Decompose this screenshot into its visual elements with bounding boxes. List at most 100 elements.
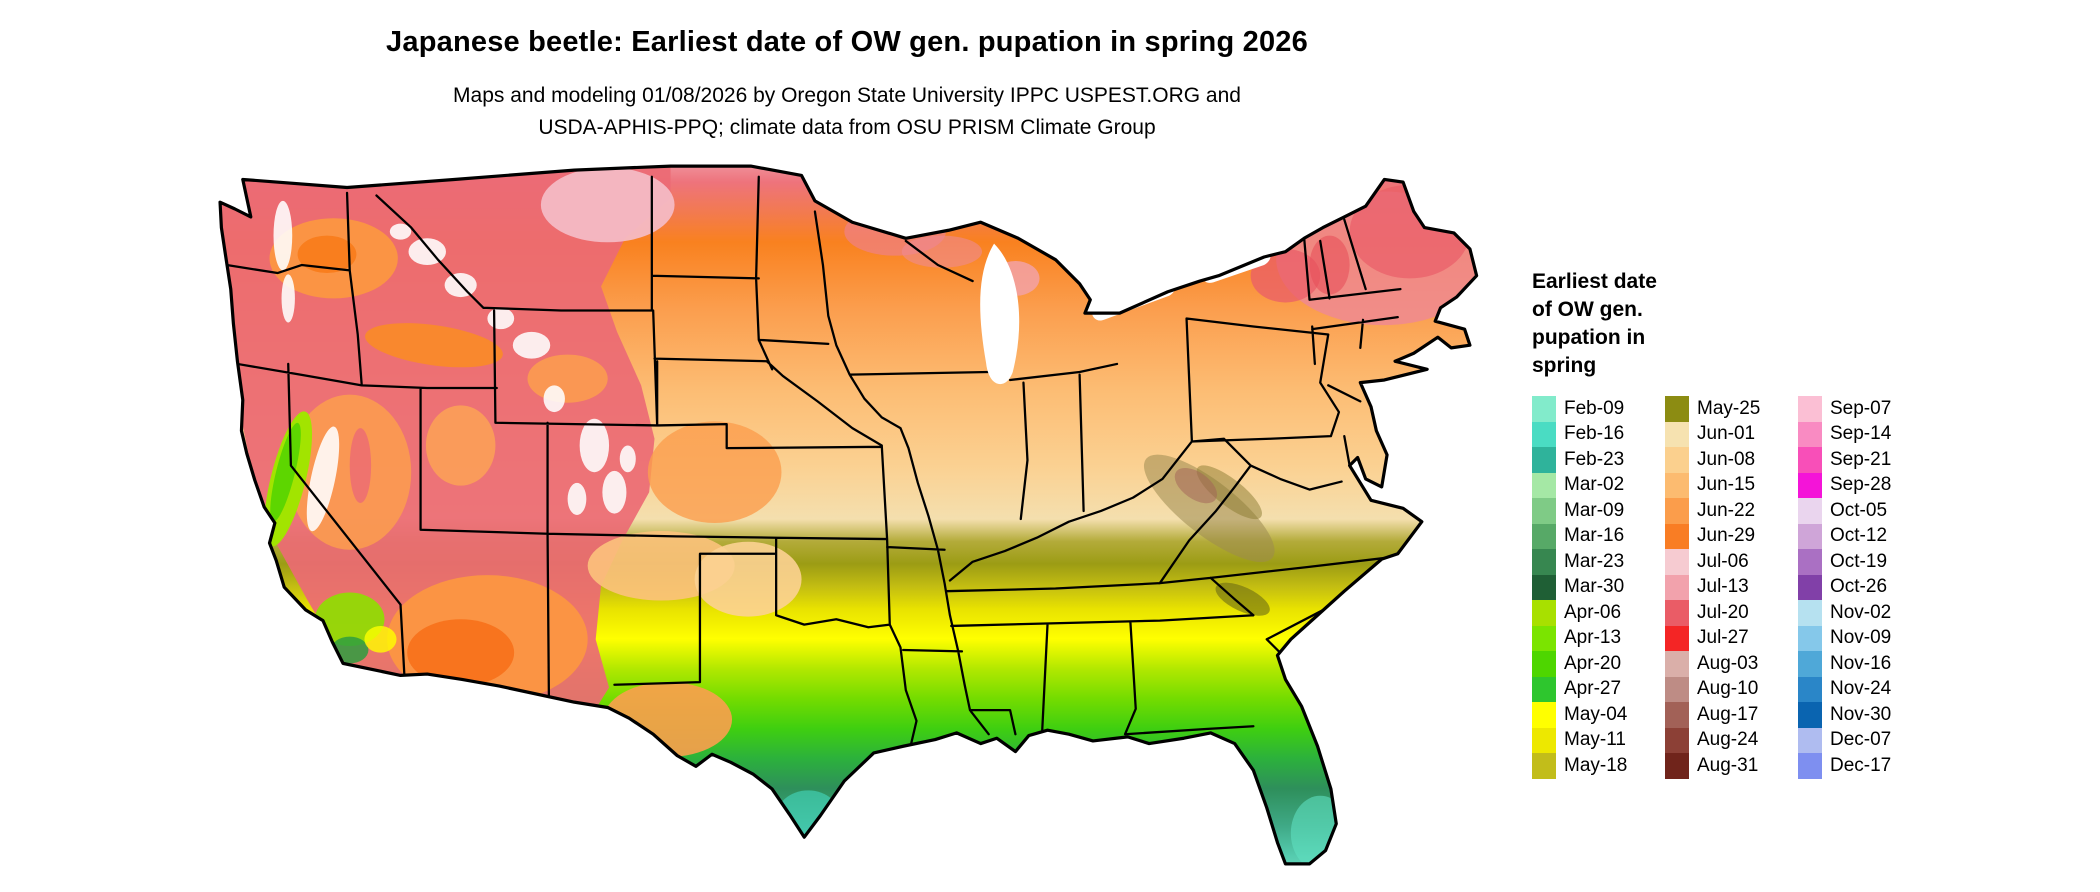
legend-label: Oct-26 xyxy=(1830,576,1888,598)
legend-label: Feb-23 xyxy=(1564,448,1625,470)
legend-label: Sep-07 xyxy=(1830,397,1892,419)
legend-label: Nov-16 xyxy=(1830,652,1892,674)
legend-title: Earliest date of OW gen. pupation in spr… xyxy=(1532,268,1962,380)
legend-item: Jun-01 xyxy=(1665,421,1798,447)
legend-label: Mar-30 xyxy=(1564,576,1625,598)
colorado-plains-orange xyxy=(647,421,782,524)
legend-item: Jul-06 xyxy=(1665,549,1798,575)
legend-label: Sep-14 xyxy=(1830,423,1892,445)
legend-label: Jun-29 xyxy=(1697,525,1756,547)
legend-item: Mar-23 xyxy=(1532,549,1665,575)
imperial-valley-yellow xyxy=(364,625,397,653)
legend-item: Aug-03 xyxy=(1665,651,1798,677)
texas-panhandle-tan xyxy=(694,541,802,617)
legend-label: Nov-02 xyxy=(1830,601,1892,623)
legend-item: Oct-05 xyxy=(1798,498,1931,524)
legend-item: Oct-26 xyxy=(1798,574,1931,600)
legend-swatch xyxy=(1532,498,1556,524)
legend-label: Aug-24 xyxy=(1697,729,1759,751)
legend-columns: Feb-09 Feb-16 Feb-23 Mar-02 Mar-09 Mar-16 Mar-… xyxy=(1532,396,1962,779)
legend-item: Apr-06 xyxy=(1532,600,1665,626)
legend-label: Mar-02 xyxy=(1564,474,1625,496)
smokies-dark-olive xyxy=(1215,582,1270,616)
legend-swatch xyxy=(1798,421,1822,447)
legend-item: Jul-13 xyxy=(1665,574,1798,600)
map-fill-layer xyxy=(220,166,1477,864)
legend-swatch xyxy=(1532,600,1556,626)
legend-swatch xyxy=(1665,727,1689,753)
legend-label: May-04 xyxy=(1564,703,1628,725)
legend-label: Jul-06 xyxy=(1697,550,1749,572)
legend-swatch xyxy=(1798,472,1822,498)
legend-column-1: Feb-09 Feb-16 Feb-23 Mar-02 Mar-09 Mar-16 Mar-… xyxy=(1532,396,1665,779)
legend-label: Mar-09 xyxy=(1564,499,1625,521)
legend-swatch xyxy=(1532,702,1556,728)
legend-item: Dec-07 xyxy=(1798,727,1931,753)
legend-item: Nov-02 xyxy=(1798,600,1931,626)
legend-swatch xyxy=(1665,676,1689,702)
legend-item: Nov-09 xyxy=(1798,625,1931,651)
legend-swatch xyxy=(1665,625,1689,651)
legend-item: Mar-02 xyxy=(1532,472,1665,498)
legend-swatch xyxy=(1798,396,1822,422)
legend-swatch xyxy=(1798,676,1822,702)
legend-item: May-18 xyxy=(1532,753,1665,779)
lake-erie xyxy=(1091,282,1176,321)
legend-item: Feb-16 xyxy=(1532,421,1665,447)
legend-label: Jun-15 xyxy=(1697,474,1756,496)
legend-label: Apr-13 xyxy=(1564,627,1622,649)
us-map-svg xyxy=(218,164,1479,866)
legend-item: Jul-27 xyxy=(1665,625,1798,651)
legend-item: Sep-14 xyxy=(1798,421,1931,447)
legend-item: May-04 xyxy=(1532,702,1665,728)
columbia-basin-core xyxy=(297,235,357,274)
high-peaks-white xyxy=(273,200,636,532)
legend-swatch xyxy=(1798,498,1822,524)
legend-label: Oct-12 xyxy=(1830,525,1888,547)
legend-label: Aug-10 xyxy=(1697,678,1759,700)
legend-swatch xyxy=(1532,625,1556,651)
legend-label: Dec-07 xyxy=(1830,729,1892,751)
legend-item: May-11 xyxy=(1532,727,1665,753)
legend-item: Aug-17 xyxy=(1665,702,1798,728)
legend-item: Mar-30 xyxy=(1532,574,1665,600)
legend-title-line-4: spring xyxy=(1532,354,1597,377)
legend-item: Dec-17 xyxy=(1798,753,1931,779)
legend: Earliest date of OW gen. pupation in spr… xyxy=(1532,268,1962,779)
legend-item: Apr-13 xyxy=(1532,625,1665,651)
legend-swatch xyxy=(1665,498,1689,524)
state-borders xyxy=(225,175,1402,745)
legend-swatch xyxy=(1798,523,1822,549)
subtitle-line-2: USDA-APHIS-PPQ; climate data from OSU PR… xyxy=(538,116,1156,139)
lake-huron xyxy=(1050,231,1104,281)
legend-swatch xyxy=(1665,702,1689,728)
legend-item: Jun-29 xyxy=(1665,523,1798,549)
legend-swatch xyxy=(1665,523,1689,549)
legend-label: Sep-21 xyxy=(1830,448,1892,470)
legend-label: Oct-19 xyxy=(1830,550,1888,572)
legend-item: Sep-28 xyxy=(1798,472,1931,498)
legend-label: Jun-22 xyxy=(1697,499,1756,521)
legend-item: Aug-24 xyxy=(1665,727,1798,753)
legend-swatch xyxy=(1532,727,1556,753)
legend-label: Dec-17 xyxy=(1830,754,1892,776)
legend-label: Mar-16 xyxy=(1564,525,1625,547)
legend-item: Oct-12 xyxy=(1798,523,1931,549)
legend-item: Sep-07 xyxy=(1798,396,1931,422)
legend-label: Feb-16 xyxy=(1564,423,1625,445)
legend-label: Jun-08 xyxy=(1697,448,1756,470)
adirondacks-red xyxy=(1250,248,1321,303)
subtitle-line-1: Maps and modeling 01/08/2026 by Oregon S… xyxy=(453,84,1241,107)
legend-swatch xyxy=(1532,574,1556,600)
legend-column-3: Sep-07 Sep-14 Sep-21 Sep-28 Oct-05 Oct-12 Oct-… xyxy=(1798,396,1931,779)
legend-title-line-2: of OW gen. xyxy=(1532,298,1643,321)
wyoming-basin-orange xyxy=(527,354,608,403)
legend-label: Jul-13 xyxy=(1697,576,1749,598)
legend-label: Jul-20 xyxy=(1697,601,1749,623)
legend-swatch xyxy=(1665,651,1689,677)
legend-item: Apr-20 xyxy=(1532,651,1665,677)
legend-label: Feb-09 xyxy=(1564,397,1625,419)
legend-item: Feb-23 xyxy=(1532,447,1665,473)
legend-label: May-11 xyxy=(1564,729,1626,751)
